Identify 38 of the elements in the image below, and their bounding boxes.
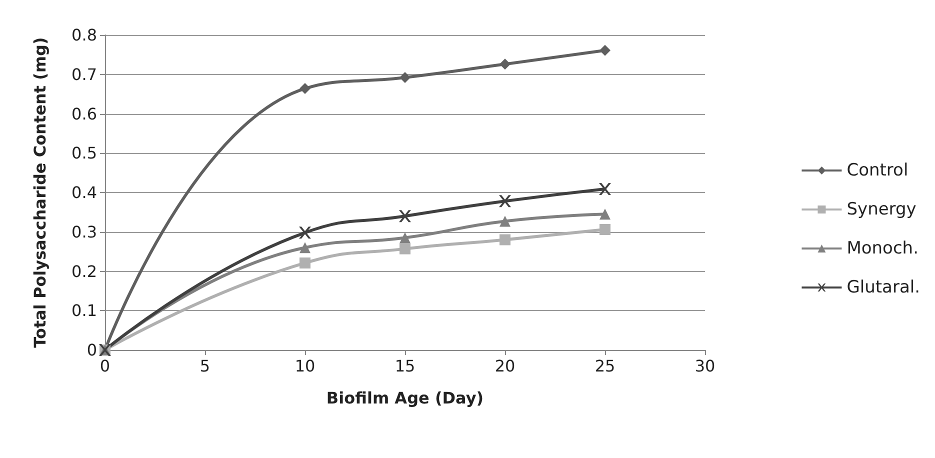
point [600, 208, 610, 220]
y-axis-title: Total Polysaccharide Content (mg) [30, 37, 50, 348]
x-axis-title: Biofilm Age (Day) [326, 388, 484, 408]
point [300, 83, 310, 94]
point [400, 72, 410, 84]
x-tick-label: 25 [594, 356, 616, 376]
point [399, 210, 411, 222]
y-tick-label: 0.4 [72, 183, 97, 202]
y-tick-label: 0 [86, 340, 97, 360]
point [599, 182, 611, 195]
x-tick-label: 15 [394, 356, 416, 376]
y-tick-label: 0.6 [72, 104, 97, 124]
y-tick-label: 0.2 [72, 262, 97, 281]
point [400, 243, 410, 254]
y-tick-label: 0.1 [72, 301, 97, 320]
point [300, 242, 310, 254]
point [600, 44, 610, 56]
legend-label: Monoch. [846, 238, 918, 258]
point [499, 195, 511, 208]
y-tick-label: 0.7 [72, 64, 97, 84]
y-tick-label: 0.5 [72, 144, 97, 163]
legend-label: Synergy [846, 200, 916, 220]
point [299, 226, 311, 239]
point [600, 224, 610, 236]
x-tick-label: 0 [100, 356, 110, 376]
legend-label: Glutaral. [846, 278, 920, 298]
point [500, 58, 510, 70]
legend-label: Control [846, 160, 908, 180]
y-tick-label: 0.8 [72, 26, 97, 44]
x-tick-label: 10 [294, 356, 316, 376]
x-tick-label: 20 [494, 356, 516, 376]
point [500, 216, 510, 227]
point [300, 257, 310, 268]
x-tick-label: 30 [694, 356, 716, 376]
point [400, 232, 410, 244]
point [500, 234, 510, 246]
x-tick-label: 5 [200, 356, 210, 376]
y-tick-label: 0.3 [72, 222, 97, 242]
